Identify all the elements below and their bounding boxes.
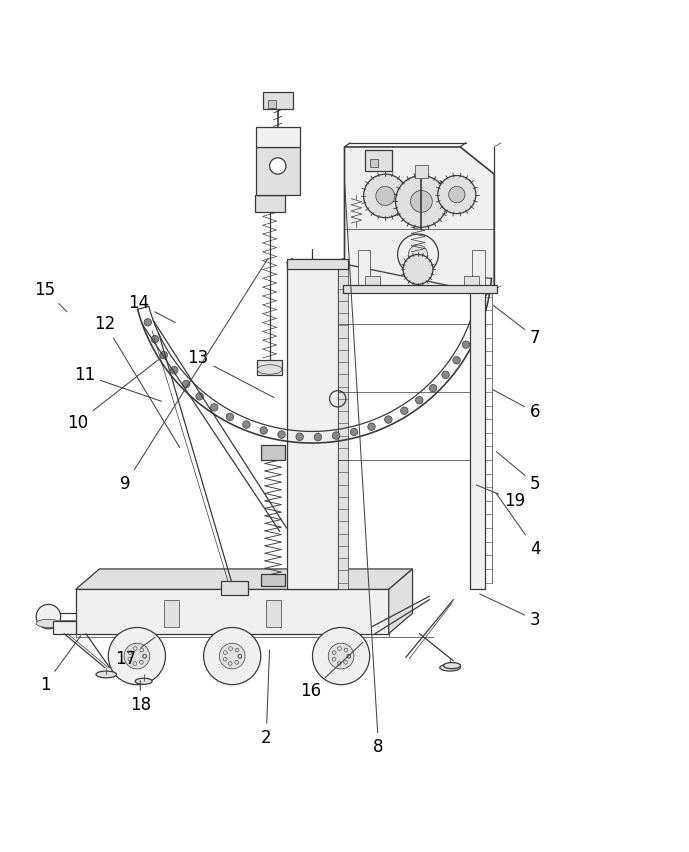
Circle shape xyxy=(400,407,408,414)
Bar xyxy=(260,445,285,460)
Circle shape xyxy=(415,396,423,404)
Circle shape xyxy=(328,643,354,669)
Polygon shape xyxy=(344,147,494,290)
Bar xyxy=(464,275,479,288)
Circle shape xyxy=(411,191,432,212)
Polygon shape xyxy=(389,569,413,634)
Circle shape xyxy=(144,319,152,326)
Circle shape xyxy=(243,421,250,429)
Circle shape xyxy=(260,427,267,435)
Circle shape xyxy=(313,627,370,685)
Ellipse shape xyxy=(440,665,460,671)
Circle shape xyxy=(368,423,376,430)
Circle shape xyxy=(269,158,286,174)
Bar xyxy=(338,262,348,590)
Circle shape xyxy=(296,433,303,440)
Bar xyxy=(268,100,276,108)
Bar xyxy=(370,159,378,167)
Bar xyxy=(287,262,338,590)
Circle shape xyxy=(398,234,438,275)
Ellipse shape xyxy=(258,365,282,374)
Bar xyxy=(471,290,485,590)
Bar xyxy=(255,194,285,211)
Circle shape xyxy=(395,176,447,227)
Bar xyxy=(358,250,371,288)
Bar xyxy=(287,259,348,269)
Text: 13: 13 xyxy=(187,349,274,398)
Circle shape xyxy=(438,176,476,214)
Circle shape xyxy=(210,404,218,412)
Circle shape xyxy=(480,289,488,296)
Text: 4: 4 xyxy=(496,493,540,557)
Text: 16: 16 xyxy=(300,642,363,700)
Ellipse shape xyxy=(36,619,61,627)
Text: 2: 2 xyxy=(261,650,271,746)
Text: 19: 19 xyxy=(476,485,525,509)
Circle shape xyxy=(384,416,392,423)
Circle shape xyxy=(160,351,167,359)
Circle shape xyxy=(151,336,158,343)
Circle shape xyxy=(449,187,465,203)
Circle shape xyxy=(442,371,449,378)
Polygon shape xyxy=(76,569,413,590)
Bar xyxy=(365,150,392,170)
Circle shape xyxy=(453,356,460,364)
Circle shape xyxy=(429,384,437,392)
Circle shape xyxy=(376,187,395,205)
Text: 11: 11 xyxy=(74,366,161,401)
Bar xyxy=(260,573,285,586)
Circle shape xyxy=(332,432,340,440)
Bar xyxy=(266,600,281,627)
Text: 18: 18 xyxy=(130,681,151,714)
Polygon shape xyxy=(76,590,389,634)
Text: 14: 14 xyxy=(128,295,175,323)
Circle shape xyxy=(196,393,203,400)
Text: 3: 3 xyxy=(480,594,540,629)
Circle shape xyxy=(108,627,165,685)
Text: 1: 1 xyxy=(40,636,81,694)
Circle shape xyxy=(170,366,178,374)
Circle shape xyxy=(364,174,407,218)
Circle shape xyxy=(403,255,433,285)
Text: 7: 7 xyxy=(493,305,540,347)
Circle shape xyxy=(314,434,322,440)
Bar xyxy=(256,147,300,194)
Text: 17: 17 xyxy=(115,637,155,668)
Bar xyxy=(473,250,485,288)
Circle shape xyxy=(278,431,285,438)
Bar xyxy=(258,360,282,375)
Text: 9: 9 xyxy=(120,258,268,492)
Bar xyxy=(164,600,179,627)
Bar xyxy=(256,126,300,147)
Bar xyxy=(365,275,380,288)
Circle shape xyxy=(462,341,470,348)
Text: 10: 10 xyxy=(67,360,158,432)
Text: 15: 15 xyxy=(34,281,67,312)
Bar xyxy=(220,581,248,595)
Text: 6: 6 xyxy=(493,390,540,422)
Circle shape xyxy=(219,643,245,669)
Text: 8: 8 xyxy=(344,184,384,757)
Circle shape xyxy=(409,245,428,264)
Bar xyxy=(263,93,294,110)
Circle shape xyxy=(204,627,260,685)
Circle shape xyxy=(36,604,61,629)
Ellipse shape xyxy=(96,671,116,678)
Bar xyxy=(53,621,76,634)
Text: 12: 12 xyxy=(94,315,180,447)
Circle shape xyxy=(350,429,358,435)
Circle shape xyxy=(470,325,477,331)
Ellipse shape xyxy=(135,678,152,684)
Circle shape xyxy=(183,380,190,388)
Text: 5: 5 xyxy=(496,452,540,492)
Ellipse shape xyxy=(444,663,460,669)
Bar xyxy=(343,285,497,293)
Bar xyxy=(415,165,428,177)
Bar xyxy=(258,180,282,194)
Circle shape xyxy=(476,307,484,314)
Circle shape xyxy=(124,643,150,669)
Circle shape xyxy=(226,413,234,421)
